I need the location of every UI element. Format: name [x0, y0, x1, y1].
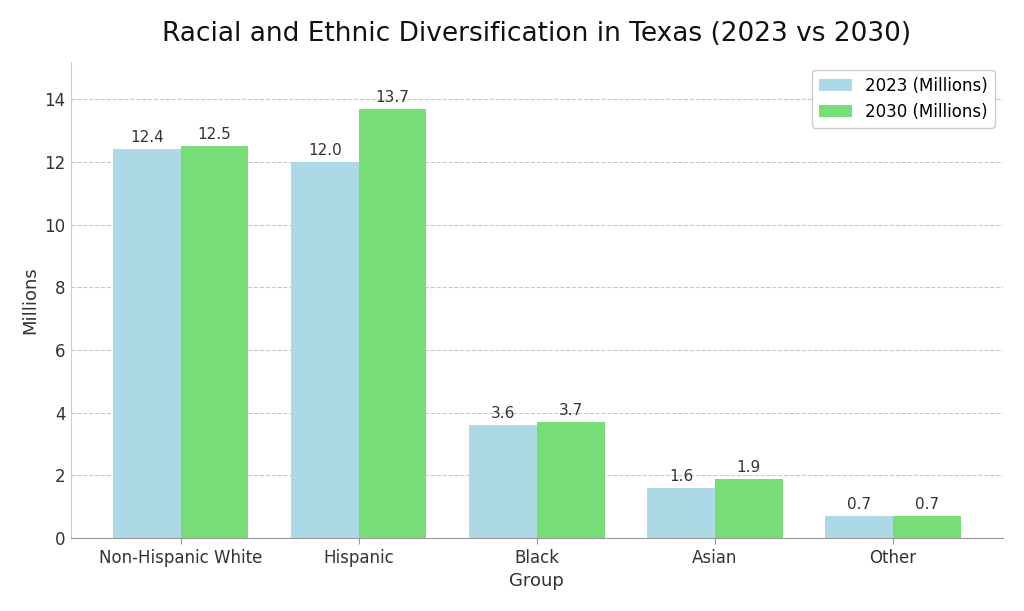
- Text: 3.6: 3.6: [490, 406, 515, 421]
- Bar: [537, 422, 604, 538]
- Legend: 2023 (Millions), 2030 (Millions): 2023 (Millions), 2030 (Millions): [812, 70, 995, 128]
- Y-axis label: Millions: Millions: [20, 266, 39, 334]
- Text: 13.7: 13.7: [376, 90, 410, 104]
- Text: 12.5: 12.5: [198, 127, 231, 142]
- Text: 1.6: 1.6: [669, 469, 693, 484]
- Bar: [180, 146, 248, 538]
- Bar: [715, 478, 782, 538]
- Bar: [825, 516, 893, 538]
- Text: 12.0: 12.0: [308, 143, 342, 158]
- Bar: [647, 488, 715, 538]
- Title: Racial and Ethnic Diversification in Texas (2023 vs 2030): Racial and Ethnic Diversification in Tex…: [162, 21, 911, 47]
- Bar: [893, 516, 961, 538]
- Text: 0.7: 0.7: [847, 497, 871, 512]
- Bar: [113, 150, 180, 538]
- Text: 12.4: 12.4: [130, 130, 164, 145]
- Text: 3.7: 3.7: [558, 403, 583, 418]
- Text: 1.9: 1.9: [736, 459, 761, 475]
- Bar: [358, 109, 426, 538]
- Text: 0.7: 0.7: [914, 497, 939, 512]
- Bar: [469, 425, 537, 538]
- Bar: [291, 162, 358, 538]
- X-axis label: Group: Group: [509, 572, 564, 590]
